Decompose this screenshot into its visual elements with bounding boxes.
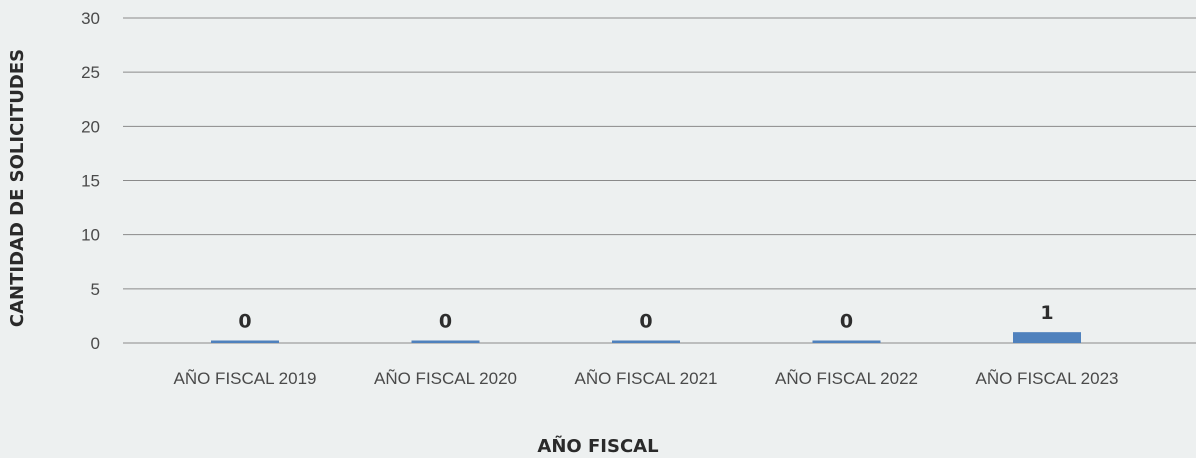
- x-tick-label: AÑO FISCAL 2022: [775, 369, 918, 388]
- bar-3: [812, 340, 881, 343]
- x-axis-title: AÑO FISCAL: [537, 434, 658, 457]
- y-axis-ticks: 0 5 10 15 20 25 30: [81, 9, 100, 353]
- bar-1: [411, 340, 480, 343]
- x-tick-label: AÑO FISCAL 2019: [174, 369, 317, 388]
- x-axis-categories: AÑO FISCAL 2019 AÑO FISCAL 2020 AÑO FISCAL…: [174, 369, 1119, 388]
- x-tick-label: AÑO FISCAL 2023: [976, 369, 1119, 388]
- bar-2: [612, 340, 680, 343]
- data-label-2: 0: [639, 311, 652, 333]
- data-label-0: 0: [238, 311, 251, 333]
- gridlines: [123, 17, 1196, 344]
- bar-0: [211, 340, 279, 343]
- y-tick-label: 25: [81, 63, 100, 82]
- data-labels: 0 0 0 0 1: [238, 302, 1053, 332]
- data-label-3: 0: [840, 311, 853, 333]
- x-tick-label: AÑO FISCAL 2020: [374, 369, 517, 388]
- y-tick-label: 0: [91, 334, 100, 353]
- y-tick-label: 30: [81, 9, 100, 28]
- y-tick-label: 15: [81, 172, 100, 191]
- y-axis-title: CANTIDAD DE SOLICITUDES: [7, 49, 28, 327]
- data-label-1: 0: [439, 311, 452, 333]
- y-tick-label: 5: [91, 280, 100, 299]
- bar-4: [1013, 332, 1081, 343]
- y-tick-label: 20: [81, 117, 100, 136]
- x-tick-label: AÑO FISCAL 2021: [575, 369, 718, 388]
- bars: [211, 332, 1081, 343]
- y-tick-label: 10: [81, 226, 100, 245]
- data-label-4: 1: [1040, 302, 1053, 324]
